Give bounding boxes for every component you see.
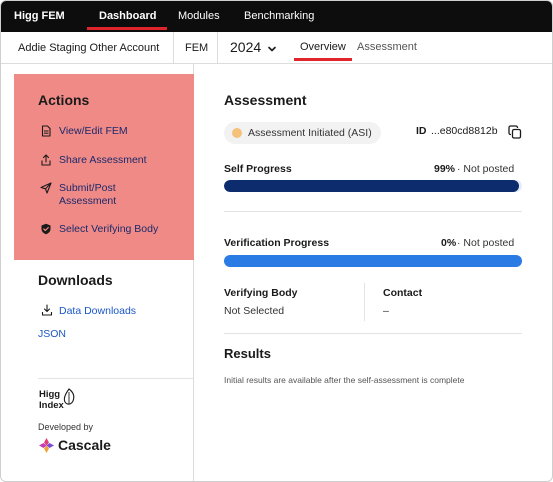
assessment-title: Assessment: [224, 92, 307, 108]
action-share-assessment[interactable]: Share Assessment: [59, 154, 147, 166]
action-submit-post-assessment[interactable]: Submit/Post Assessment: [59, 182, 117, 207]
contact-value: –: [383, 305, 389, 317]
verifying-body-value: Not Selected: [224, 305, 285, 317]
results-title: Results: [224, 346, 271, 361]
action-view-edit-fem[interactable]: View/Edit FEM: [59, 125, 128, 137]
main-content: Assessment Assessment Initiated (ASI) ID…: [195, 64, 552, 481]
status-text: Assessment Initiated (ASI): [248, 127, 372, 139]
verification-progress-status: · Not posted: [457, 237, 515, 249]
send-icon: [40, 182, 52, 194]
status-badge: Assessment Initiated (ASI): [224, 122, 381, 144]
self-progress-fill: [224, 180, 520, 192]
higg-index-logo: Higg Index: [38, 387, 80, 413]
verification-progress-bar: [224, 255, 522, 267]
account-name[interactable]: Addie Staging Other Account: [18, 42, 160, 54]
top-nav: Higg FEM Dashboard Modules Benchmarking: [1, 1, 552, 32]
chevron-down-icon[interactable]: [267, 41, 277, 52]
json-link[interactable]: JSON: [38, 328, 67, 340]
divider: [224, 333, 522, 334]
divider: [173, 32, 174, 63]
divider: [38, 378, 193, 379]
svg-text:Index: Index: [39, 400, 65, 411]
actions-panel: Actions View/Edit FEM Share Assessment S…: [14, 74, 194, 260]
divider: [217, 32, 218, 63]
downloads-title: Downloads: [38, 272, 113, 288]
active-tab-indicator: [87, 27, 167, 30]
developed-by-label: Developed by: [38, 422, 94, 432]
status-dot: [232, 128, 242, 138]
self-progress-bar: [224, 180, 522, 192]
year-select[interactable]: 2024: [230, 39, 262, 55]
copy-icon[interactable]: [508, 125, 522, 139]
nav-tab-benchmarking[interactable]: Benchmarking: [244, 10, 315, 22]
module-name: FEM: [185, 42, 209, 54]
sidebar: Actions View/Edit FEM Share Assessment S…: [1, 64, 194, 481]
cascale-logo-icon: [38, 437, 55, 454]
results-note: Initial results are available after the …: [224, 375, 465, 385]
self-progress-label: Self Progress: [224, 163, 292, 175]
download-icon: [41, 304, 53, 316]
nav-tab-dashboard[interactable]: Dashboard: [99, 10, 157, 22]
svg-text:Higg: Higg: [39, 389, 60, 400]
divider: [364, 283, 365, 321]
app-brand: Higg FEM: [14, 10, 65, 22]
sub-header: Addie Staging Other Account FEM 2024 Ove…: [1, 32, 552, 64]
document-icon: [40, 125, 52, 137]
nav-tab-modules[interactable]: Modules: [178, 10, 220, 22]
cascale-logo-text: Cascale: [58, 437, 111, 453]
data-downloads-link[interactable]: Data Downloads: [59, 305, 137, 317]
tab-assessment[interactable]: Assessment: [357, 41, 417, 53]
actions-title: Actions: [38, 92, 90, 108]
id-value: ...e80cd8812b: [431, 125, 498, 137]
self-progress-status: · Not posted: [457, 163, 515, 175]
share-icon: [40, 154, 52, 166]
id-label: ID: [416, 125, 427, 137]
active-subtab-indicator: [294, 58, 352, 61]
verification-progress-label: Verification Progress: [224, 237, 330, 249]
self-progress-percent: 99%: [434, 163, 456, 175]
action-select-verifying-body[interactable]: Select Verifying Body: [59, 223, 159, 235]
tab-overview[interactable]: Overview: [300, 41, 346, 53]
contact-label: Contact: [383, 287, 423, 299]
verification-progress-percent: 0%: [441, 237, 457, 249]
shield-check-icon: [40, 223, 52, 235]
verifying-body-label: Verifying Body: [224, 287, 298, 299]
divider: [224, 211, 522, 212]
